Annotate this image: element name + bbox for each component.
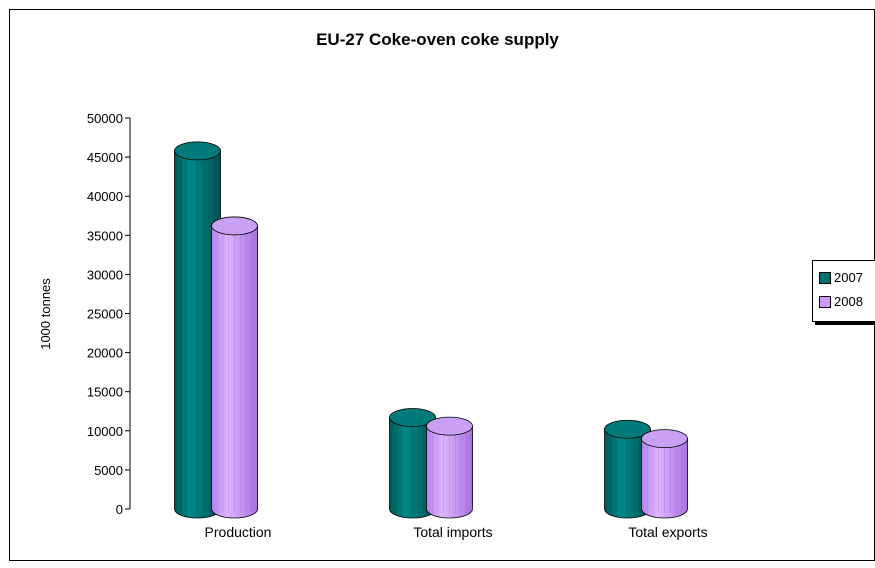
chart-title: EU-27 Coke-oven coke supply <box>316 30 559 49</box>
y-tick-label: 35000 <box>87 228 123 243</box>
legend-item-2007: 2007 <box>819 270 863 285</box>
legend-swatch-2007 <box>819 271 831 284</box>
y-tick-label: 15000 <box>87 385 123 400</box>
bars <box>174 141 688 519</box>
y-tick-label: 5000 <box>94 463 123 478</box>
y-tick-label: 0 <box>116 502 123 517</box>
x-tick-label: Total exports <box>628 524 707 540</box>
bar-2008-production <box>211 216 258 519</box>
x-tick-label: Production <box>205 524 272 540</box>
bar-2008-total-exports <box>641 429 688 519</box>
y-tick-label: 40000 <box>87 189 123 204</box>
legend-label-2007: 2007 <box>834 270 863 285</box>
y-tick-label: 20000 <box>87 346 123 361</box>
y-tick-label: 25000 <box>87 307 123 322</box>
legend: 2007 2008 <box>812 260 875 322</box>
legend-swatch-2008 <box>819 295 831 308</box>
y-axis: 0 5000 10000 15000 20000 25000 30000 35000 40000… <box>87 111 131 517</box>
y-tick-label: 10000 <box>87 424 123 439</box>
legend-label-2008: 2008 <box>834 294 863 309</box>
bar-2007-production <box>174 141 221 519</box>
legend-item-2008: 2008 <box>819 294 863 309</box>
x-axis-labels: Production Total imports Total exports <box>205 524 708 540</box>
y-tick-label: 30000 <box>87 267 123 282</box>
x-tick-label: Total imports <box>413 524 492 540</box>
y-axis-label: 1000 tonnes <box>38 278 53 350</box>
y-tick-label: 50000 <box>87 111 123 126</box>
y-tick-label: 45000 <box>87 150 123 165</box>
bar-2008-total-imports <box>426 416 473 519</box>
